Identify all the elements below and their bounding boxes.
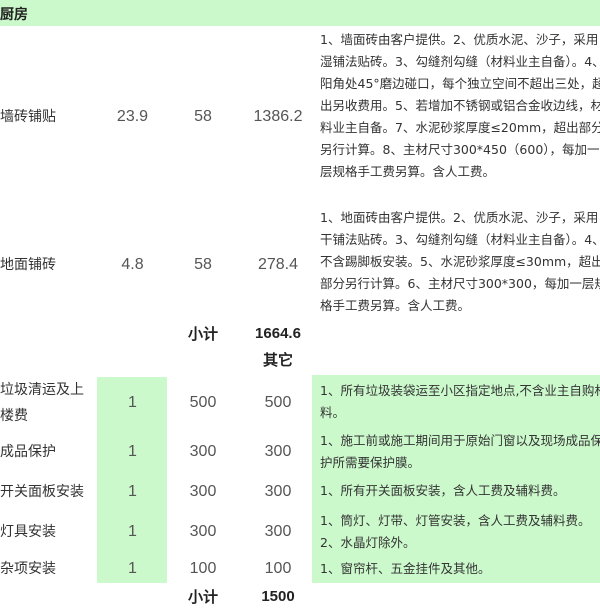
section-header-kitchen: 厨房 [0,0,600,26]
row-qty: 1 [128,523,137,540]
subtotal-value: 1500 [261,587,295,605]
row-qty: 4.8 [121,256,144,273]
row-qty: 1 [128,394,137,411]
row-price: 100 [189,560,217,577]
qty-highlight [97,377,167,583]
row-description: 1、施工前或施工期间用于原始门窗以及现场成品保护所需要保护膜。 [320,433,600,470]
row-name: 杂项安装 [0,561,56,577]
row-price: 300 [189,483,217,500]
description-highlight [312,375,600,583]
section-title: 厨房 [0,7,28,23]
row-total: 1386.2 [253,108,303,125]
row-qty: 23.9 [116,108,149,125]
row-name: 地面铺砖 [0,257,56,273]
row-total: 278.4 [257,256,299,273]
row-name: 灯具安装 [0,524,56,540]
row-description: 1、地面砖由客户提供。2、优质水泥、沙子，采用干铺法贴砖。3、勾缝剂勾缝（材料业… [320,210,600,313]
row-total: 300 [264,483,292,500]
section-title-other: 其它 [262,351,293,369]
row-total: 100 [264,560,292,577]
subtotal-label: 小计 [187,325,218,343]
row-name: 垃圾清运及上楼费 [0,382,84,424]
row-total: 300 [264,523,292,540]
row-description: 1、所有开关面板安装，含人工费及辅料费。 [320,483,566,498]
row-price: 58 [194,256,212,273]
row-qty: 1 [128,443,137,460]
row-description: 1、窗帘杆、五金挂件及其他。 [320,561,491,576]
row-qty: 1 [128,483,137,500]
subtotal-label: 小计 [187,588,218,606]
row-price: 300 [189,523,217,540]
row-name: 开关面板安装 [0,484,84,500]
row-name: 墙砖铺贴 [0,109,56,125]
row-price: 58 [194,108,212,125]
subtotal-value: 1664.6 [255,324,301,342]
row-total: 500 [264,394,292,411]
row-qty: 1 [128,560,137,577]
row-description: 1、墙面砖由客户提供。2、优质水泥、沙子，采用湿铺法贴砖。3、勾缝剂勾缝（材料业… [320,32,600,179]
row-name: 成品保护 [0,444,56,460]
row-price: 300 [189,443,217,460]
row-description: 1、筒灯、灯带、灯管安装，含人工费及辅料费。2、水晶灯除外。 [320,513,591,550]
row-total: 300 [264,443,292,460]
row-price: 500 [189,394,217,411]
row-description: 1、所有垃圾装袋运至小区指定地点,不含业主自购材料。 [320,383,600,420]
